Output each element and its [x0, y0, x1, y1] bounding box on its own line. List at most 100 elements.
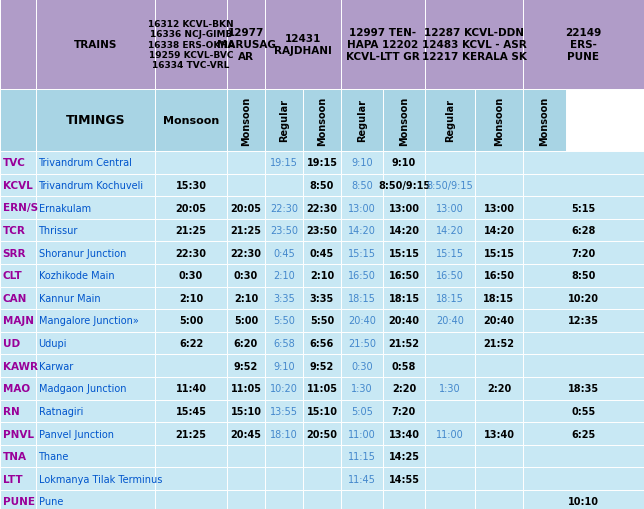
Text: 0:55: 0:55	[571, 406, 596, 416]
Bar	[475, 332, 523, 355]
Bar	[155, 377, 227, 400]
Text: 6:28: 6:28	[571, 225, 596, 236]
Bar	[341, 309, 383, 332]
Text: Thane: Thane	[39, 451, 69, 461]
Text: 22:30: 22:30	[270, 203, 298, 213]
Bar	[383, 490, 425, 509]
Text: 12287 KCVL-DDN
12483 KCVL - ASR
12217 KERALA SK: 12287 KCVL-DDN 12483 KCVL - ASR 12217 KE…	[422, 29, 526, 62]
Bar	[265, 197, 303, 219]
Text: Kannur Main: Kannur Main	[39, 293, 100, 303]
Text: CLT: CLT	[3, 271, 23, 281]
Bar	[0, 422, 36, 445]
Bar	[0, 332, 36, 355]
Bar	[341, 445, 383, 467]
Text: 13:00: 13:00	[388, 203, 419, 213]
Bar	[523, 90, 566, 152]
Bar	[265, 265, 303, 287]
Text: 14:55: 14:55	[388, 474, 419, 484]
Text: 13:00: 13:00	[348, 203, 376, 213]
Text: 2:20: 2:20	[392, 384, 416, 393]
Text: Ernakulam: Ernakulam	[39, 203, 91, 213]
Bar	[383, 467, 425, 490]
Text: 1:30: 1:30	[439, 384, 461, 393]
Text: 18:15: 18:15	[436, 293, 464, 303]
Bar	[155, 152, 227, 174]
Text: 22:30: 22:30	[307, 203, 337, 213]
Bar	[265, 490, 303, 509]
Bar	[383, 265, 425, 287]
Bar	[265, 355, 303, 377]
Text: 13:00: 13:00	[484, 203, 515, 213]
Bar	[155, 467, 227, 490]
Bar	[0, 287, 36, 309]
Bar	[303, 445, 341, 467]
Bar	[303, 265, 341, 287]
Text: 2:10: 2:10	[234, 293, 258, 303]
Bar	[265, 467, 303, 490]
Bar	[155, 0, 227, 90]
Text: 21:25: 21:25	[176, 429, 207, 439]
Text: 5:15: 5:15	[571, 203, 596, 213]
Text: 5:05: 5:05	[351, 406, 373, 416]
Bar	[227, 174, 265, 197]
Bar	[227, 219, 265, 242]
Text: TVC: TVC	[3, 158, 25, 168]
Bar	[303, 287, 341, 309]
Text: Ratnagiri: Ratnagiri	[39, 406, 83, 416]
Bar	[383, 445, 425, 467]
Text: 3:35: 3:35	[273, 293, 295, 303]
Text: TIMINGS: TIMINGS	[66, 115, 126, 127]
Text: 15:15: 15:15	[348, 248, 376, 258]
Text: 0:30: 0:30	[351, 361, 373, 371]
Text: 14:25: 14:25	[388, 451, 419, 461]
Bar	[341, 400, 383, 422]
Bar	[523, 422, 644, 445]
Bar	[425, 174, 475, 197]
Text: 7:20: 7:20	[571, 248, 596, 258]
Bar	[523, 219, 644, 242]
Bar	[227, 377, 265, 400]
Text: SRR: SRR	[3, 248, 26, 258]
Bar	[36, 400, 155, 422]
Bar	[0, 400, 36, 422]
Text: 16:50: 16:50	[436, 271, 464, 281]
Bar	[0, 219, 36, 242]
Bar	[303, 332, 341, 355]
Bar	[0, 377, 36, 400]
Bar	[227, 242, 265, 265]
Text: 3:35: 3:35	[310, 293, 334, 303]
Text: Shoranur Junction: Shoranur Junction	[39, 248, 126, 258]
Text: Thrissur: Thrissur	[39, 225, 78, 236]
Bar	[383, 219, 425, 242]
Text: 0:58: 0:58	[392, 361, 416, 371]
Text: 8:50/9:15: 8:50/9:15	[378, 181, 430, 190]
Bar	[383, 309, 425, 332]
Text: 13:40: 13:40	[388, 429, 419, 439]
Bar	[227, 400, 265, 422]
Text: 2:10: 2:10	[179, 293, 203, 303]
Text: 1:30: 1:30	[351, 384, 373, 393]
Bar	[383, 400, 425, 422]
Text: 6:20: 6:20	[234, 338, 258, 349]
Text: ERN/S: ERN/S	[3, 203, 37, 213]
Text: 18:10: 18:10	[270, 429, 298, 439]
Bar	[36, 219, 155, 242]
Text: 15:30: 15:30	[176, 181, 207, 190]
Bar	[425, 467, 475, 490]
Bar	[0, 0, 36, 90]
Bar	[475, 422, 523, 445]
Text: 9:10: 9:10	[351, 158, 373, 168]
Bar	[36, 0, 155, 90]
Text: 19:15: 19:15	[270, 158, 298, 168]
Text: 9:52: 9:52	[310, 361, 334, 371]
Text: 8:50: 8:50	[351, 181, 373, 190]
Bar	[36, 467, 155, 490]
Text: Karwar: Karwar	[39, 361, 73, 371]
Bar	[475, 490, 523, 509]
Bar	[36, 197, 155, 219]
Bar	[425, 152, 475, 174]
Text: 20:05: 20:05	[231, 203, 261, 213]
Text: 0:30: 0:30	[234, 271, 258, 281]
Bar	[0, 490, 36, 509]
Bar	[227, 287, 265, 309]
